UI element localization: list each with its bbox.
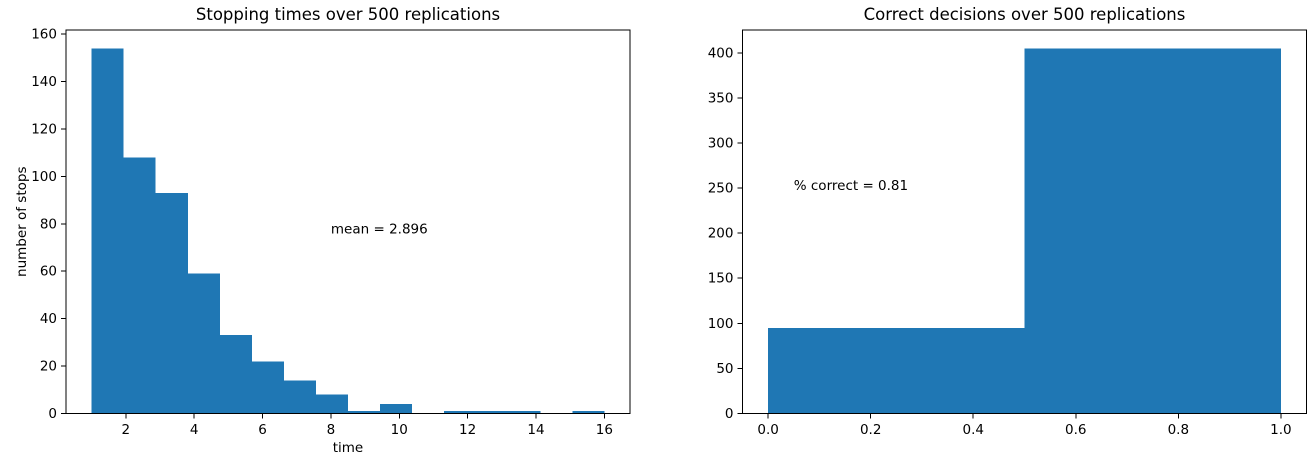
right-chart: 0.0 0.2 0.4 0.6 0.8 1.0 0 50 100 150 200 250 300 350 4… — [708, 5, 1307, 438]
y-tick-label: 80 — [40, 216, 57, 232]
histogram-bar — [219, 335, 252, 414]
plot-border — [65, 29, 631, 414]
x-tick-label: 0.8 — [1168, 422, 1189, 438]
histogram-bar — [572, 411, 605, 414]
y-tick-label: 50 — [716, 361, 733, 377]
histogram-bar — [1024, 48, 1281, 414]
histogram-bar — [768, 327, 1025, 414]
x-axis-label: time — [333, 440, 364, 456]
y-tick-label: 400 — [708, 45, 734, 61]
histogram-bar — [444, 411, 477, 414]
y-tick-label: 350 — [708, 90, 734, 106]
histogram-bar — [380, 404, 413, 414]
chart-title: Correct decisions over 500 replications — [864, 5, 1186, 24]
x-tick-label: 8 — [327, 422, 336, 438]
x-tick-label: 0.6 — [1065, 422, 1086, 438]
histogram-bar — [508, 411, 541, 414]
x-tick-label: 12 — [459, 422, 476, 438]
x-tick-label: 6 — [258, 422, 267, 438]
y-tick-label: 150 — [708, 271, 734, 287]
histogram-bar — [348, 411, 381, 414]
y-tick-label: 160 — [31, 27, 57, 43]
x-tick-label: 16 — [596, 422, 613, 438]
histogram-bar — [476, 411, 509, 414]
chart-title: Stopping times over 500 replications — [196, 5, 500, 24]
histogram-bar — [283, 380, 316, 414]
histogram-bar — [91, 48, 124, 414]
y-tick-label: 300 — [708, 135, 734, 151]
y-tick-label: 20 — [40, 359, 57, 375]
x-tick-label: 1.0 — [1270, 422, 1291, 438]
x-tick-label: 14 — [527, 422, 544, 438]
histogram-bar — [155, 192, 188, 414]
plot-border — [742, 29, 1307, 414]
y-tick-label: 100 — [708, 316, 734, 332]
y-tick-label: 0 — [48, 406, 57, 422]
y-tick-label: 140 — [31, 74, 57, 90]
histogram-bar — [123, 157, 156, 414]
y-tick-label: 0 — [725, 406, 734, 422]
x-tick-label: 10 — [391, 422, 408, 438]
x-tick-label: 0.0 — [757, 422, 778, 438]
annotation-text: % correct = 0.81 — [794, 178, 908, 194]
y-axis-label: number of stops — [14, 167, 30, 277]
y-tick-label: 40 — [40, 311, 57, 327]
y-tick-label: 250 — [708, 181, 734, 197]
annotation-text: mean = 2.896 — [331, 221, 428, 237]
histogram-bar — [187, 273, 220, 414]
y-tick-label: 200 — [708, 226, 734, 242]
y-tick-label: 60 — [40, 264, 57, 280]
y-tick-label: 100 — [31, 169, 57, 185]
x-tick-label: 4 — [190, 422, 199, 438]
histogram-bar — [315, 394, 348, 414]
histogram-bar — [251, 361, 284, 414]
x-tick-label: 0.2 — [860, 422, 881, 438]
x-tick-label: 0.4 — [962, 422, 983, 438]
y-tick-label: 120 — [31, 121, 57, 137]
x-tick-label: 2 — [122, 422, 131, 438]
left-chart: 2 4 6 8 10 12 14 16020406080100120140160Stoppin… — [14, 5, 631, 456]
